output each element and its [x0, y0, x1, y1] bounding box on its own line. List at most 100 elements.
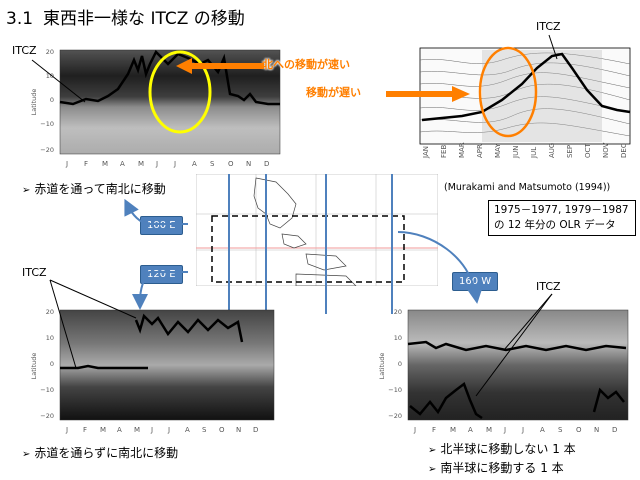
month: A — [185, 426, 190, 434]
ytick: 10 — [46, 334, 54, 342]
bullet-top: ➢ 赤道を通って南北に移動 — [22, 182, 166, 196]
itcz-panel-bottom-left: 20 10 0 −10 −20 Latitude J F M A M J J A… — [30, 308, 275, 434]
itcz-label-bottom-right: ITCZ — [536, 280, 561, 293]
month: DEC — [620, 143, 628, 158]
ytick: 20 — [46, 308, 54, 316]
month: M — [100, 426, 106, 434]
month: O — [576, 426, 582, 434]
ytick: 0 — [398, 360, 402, 368]
month: S — [210, 160, 215, 168]
title-number: 3.1 — [6, 9, 34, 29]
month: M — [134, 426, 140, 434]
itcz-label-bottom-left: ITCZ — [22, 266, 47, 279]
month: A — [192, 160, 197, 168]
month: A — [468, 426, 473, 434]
month: N — [236, 426, 241, 434]
month: O — [228, 160, 234, 168]
month: MAY — [494, 143, 502, 158]
data-note-line1: 1975－1977, 1979－1987 — [494, 204, 629, 216]
month: D — [253, 426, 258, 434]
citation: (Murakami and Matsumoto (1994)) — [444, 182, 611, 193]
highlight-ellipse-orange — [478, 46, 538, 138]
itcz-pointer-line — [31, 59, 86, 103]
itcz-label-top-left: ITCZ — [12, 44, 37, 57]
month: M — [486, 426, 492, 434]
ytick: −10 — [40, 120, 54, 128]
bullet-bottom-right-2: ➢ 南半球に移動する 1 本 — [428, 461, 564, 475]
month: JUN — [512, 146, 520, 159]
month: AUG — [548, 143, 556, 158]
month: APR — [476, 144, 484, 158]
itcz-pointer-lines-bl — [49, 279, 137, 369]
bullet-bottom-right-2-text: 南半球に移動する 1 本 — [440, 461, 564, 475]
itcz-pointer-lines-br — [475, 293, 553, 397]
map-vertical-lines-lower — [228, 286, 393, 314]
itcz-pointer-line-right — [548, 34, 558, 60]
month: F — [432, 426, 436, 434]
ytick: 20 — [46, 48, 54, 56]
month: NOV — [602, 142, 610, 158]
map-region — [196, 174, 438, 286]
month: JAN — [422, 146, 430, 159]
ytick: −20 — [40, 412, 54, 420]
title-text: 東西非一様な ITCZ の移動 — [43, 9, 245, 29]
month: OCT — [584, 143, 592, 158]
month: MAR — [458, 142, 466, 158]
tag-100e: 100 E — [140, 216, 183, 235]
y-axis-label: Latitude — [378, 353, 386, 380]
ytick: 10 — [394, 334, 402, 342]
month: M — [450, 426, 456, 434]
tag-160w: 160 W — [452, 272, 499, 291]
month: J — [65, 160, 68, 168]
month: S — [558, 426, 563, 434]
month: A — [117, 426, 122, 434]
month: SEP — [566, 145, 574, 158]
y-axis-label: Latitude — [30, 89, 38, 116]
bullet-bottom-left: ➢ 赤道を通らずに南北に移動 — [22, 446, 179, 460]
month: D — [612, 426, 617, 434]
bullet-bottom-right-1-text: 北半球に移動しない 1 本 — [440, 442, 576, 456]
month: N — [594, 426, 599, 434]
month: J — [155, 160, 158, 168]
ytick: 0 — [50, 96, 54, 104]
month: F — [83, 426, 87, 434]
data-note: 1975－1977, 1979－1987 の 12 年分の OLR データ — [488, 200, 636, 236]
month: J — [150, 426, 153, 434]
y-axis-label: Latitude — [30, 353, 38, 380]
month: J — [173, 160, 176, 168]
month: J — [503, 426, 506, 434]
ytick: −10 — [388, 386, 402, 394]
itcz-label-right: ITCZ — [536, 20, 561, 33]
month: D — [264, 160, 269, 168]
bullet-bottom-left-text: 赤道を通らずに南北に移動 — [34, 446, 179, 460]
month: M — [138, 160, 144, 168]
highlight-ellipse — [148, 50, 212, 134]
month: O — [219, 426, 225, 434]
ytick: −10 — [40, 386, 54, 394]
ytick: 0 — [50, 360, 54, 368]
ytick: −20 — [40, 146, 54, 154]
ytick: −20 — [388, 412, 402, 420]
page-title: 3.1 東西非一様な ITCZ の移動 — [6, 4, 245, 29]
bullet-bottom-right-1: ➢ 北半球に移動しない 1 本 — [428, 442, 576, 456]
bullet-top-text: 赤道を通って南北に移動 — [34, 182, 166, 196]
data-note-line2: の 12 年分の OLR データ — [494, 219, 616, 231]
month: M — [102, 160, 108, 168]
arrow-right-orange — [386, 86, 470, 102]
month: A — [120, 160, 125, 168]
ytick: 10 — [46, 72, 54, 80]
month: N — [246, 160, 251, 168]
month: F — [84, 160, 88, 168]
ytick: 20 — [394, 308, 402, 316]
month: J — [521, 426, 524, 434]
arrow-left-orange — [176, 58, 264, 74]
month: S — [202, 426, 207, 434]
annotation-move-slow: 移動が遅い — [306, 86, 361, 99]
annotation-north-fast: 北への移動が速い — [262, 58, 350, 71]
month: A — [540, 426, 545, 434]
month: J — [167, 426, 170, 434]
month: J — [65, 426, 68, 434]
month: J — [413, 426, 416, 434]
itcz-panel-bottom-right: 20 10 0 −10 −20 Latitude J F M A M J J A… — [378, 308, 629, 434]
month: JUL — [530, 147, 538, 159]
